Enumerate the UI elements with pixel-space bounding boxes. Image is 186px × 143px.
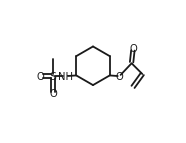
Text: S: S xyxy=(49,72,56,82)
Text: O: O xyxy=(49,89,57,99)
Text: O: O xyxy=(37,72,45,82)
Text: NH: NH xyxy=(58,72,73,82)
Text: O: O xyxy=(129,44,137,54)
Text: O: O xyxy=(116,72,123,82)
